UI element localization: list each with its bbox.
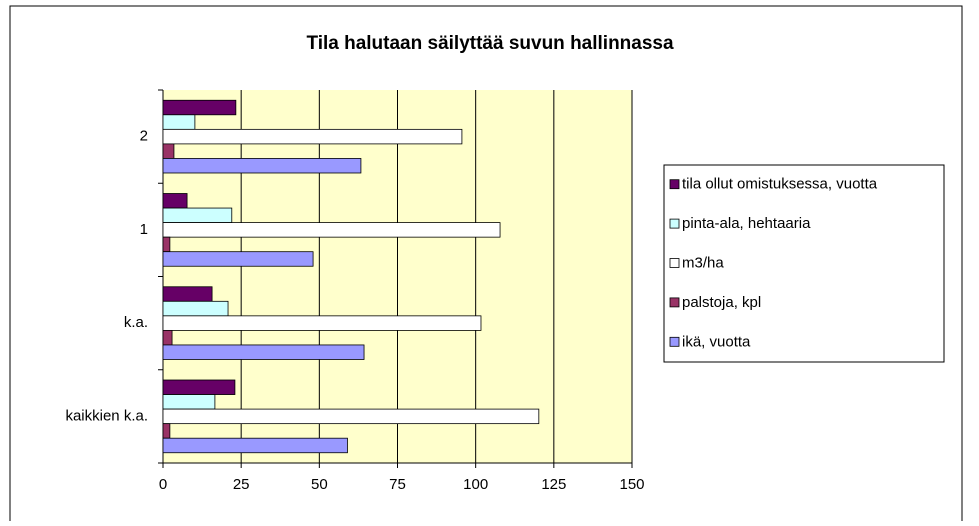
bar <box>162 193 188 209</box>
bar <box>162 300 229 317</box>
x-tick-label: 50 <box>311 476 328 493</box>
legend-label: pinta-ala, hehtaaria <box>682 215 811 232</box>
legend-label: palstoja, kpl <box>682 294 761 311</box>
x-tick-label: 125 <box>541 476 566 493</box>
y-tick-label: 1 <box>140 221 148 238</box>
bar <box>162 207 233 224</box>
bar <box>162 423 171 439</box>
legend-swatch <box>669 179 680 190</box>
bar <box>162 158 362 174</box>
legend-box <box>663 164 945 363</box>
bar <box>162 128 463 145</box>
bar <box>162 286 213 302</box>
bar <box>162 437 348 454</box>
bar <box>162 408 540 425</box>
x-tick-label: 150 <box>619 476 644 493</box>
bar <box>162 315 482 331</box>
bar <box>162 236 171 253</box>
x-tick-label: 25 <box>233 476 250 493</box>
bar <box>162 114 196 130</box>
bar <box>162 143 175 159</box>
bar <box>162 99 237 116</box>
y-tick-label: k.a. <box>124 314 148 331</box>
x-tick-label: 0 <box>159 476 167 493</box>
bar <box>162 329 173 346</box>
y-tick-label: kaikkien k.a. <box>65 407 148 424</box>
legend-label: tila ollut omistuksessa, vuotta <box>682 176 878 193</box>
x-tick-label: 75 <box>389 476 406 493</box>
legend-swatch <box>669 218 680 229</box>
legend-swatch <box>669 258 680 268</box>
bar <box>162 394 216 410</box>
legend-label: m3/ha <box>682 254 724 271</box>
bar <box>162 379 236 395</box>
legend-label: ikä, vuotta <box>682 333 751 350</box>
bar <box>162 222 501 238</box>
bar <box>162 251 314 267</box>
y-tick-label: 2 <box>140 128 148 145</box>
legend-swatch <box>669 297 680 308</box>
bar <box>162 344 365 360</box>
chart-title: Tila halutaan säilyttää suvun hallinnass… <box>306 33 674 54</box>
x-tick-label: 100 <box>463 476 488 493</box>
legend-swatch <box>669 336 680 347</box>
